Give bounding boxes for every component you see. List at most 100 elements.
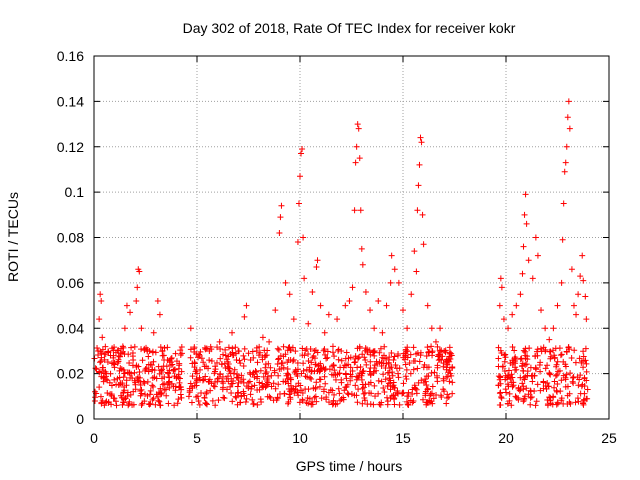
data-point <box>501 358 508 365</box>
data-point <box>248 385 255 392</box>
data-point <box>302 347 309 354</box>
data-point <box>241 356 248 363</box>
data-point <box>361 395 368 402</box>
data-point <box>265 360 272 367</box>
data-point <box>381 355 388 362</box>
data-point <box>359 400 366 407</box>
data-point <box>517 374 524 381</box>
data-point <box>193 379 200 386</box>
data-point <box>107 370 114 377</box>
data-point <box>198 389 205 396</box>
data-point <box>553 401 560 408</box>
data-point <box>343 375 350 382</box>
data-point <box>130 401 137 408</box>
data-point <box>410 366 417 373</box>
data-point <box>354 399 361 406</box>
data-point <box>381 389 388 396</box>
data-point <box>258 398 265 405</box>
data-point <box>268 372 275 379</box>
data-point <box>438 394 445 401</box>
data-point <box>532 234 539 241</box>
data-point <box>287 394 294 401</box>
data-point <box>170 383 177 390</box>
data-point <box>580 399 587 406</box>
data-point <box>570 374 577 381</box>
data-point <box>115 356 122 363</box>
data-point <box>576 355 583 362</box>
data-point <box>136 369 143 376</box>
data-point <box>96 384 103 391</box>
x-tick-label: 10 <box>292 430 308 446</box>
data-point <box>396 401 403 408</box>
data-point <box>234 390 241 397</box>
data-point <box>134 375 141 382</box>
data-point <box>495 363 502 370</box>
data-point <box>367 351 374 358</box>
data-point <box>223 375 230 382</box>
data-point <box>563 371 570 378</box>
data-point <box>550 325 557 332</box>
data-point <box>286 391 293 398</box>
data-point <box>336 390 343 397</box>
data-point <box>255 352 262 359</box>
data-point <box>165 379 172 386</box>
data-point <box>426 392 433 399</box>
data-point <box>520 398 527 405</box>
data-point <box>106 379 113 386</box>
data-point <box>103 398 110 405</box>
data-point <box>170 366 177 373</box>
data-point <box>156 311 163 318</box>
data-point <box>508 402 515 409</box>
data-point <box>560 400 567 407</box>
data-point <box>498 395 505 402</box>
data-point <box>429 348 436 355</box>
data-point <box>99 346 106 353</box>
data-point <box>145 353 152 360</box>
data-point <box>378 378 385 385</box>
data-point <box>387 386 394 393</box>
data-point <box>312 393 319 400</box>
data-point <box>354 364 361 371</box>
data-point <box>402 373 409 380</box>
data-point <box>330 397 337 404</box>
data-point <box>446 344 453 351</box>
data-point <box>243 302 250 309</box>
data-point <box>177 375 184 382</box>
data-point <box>389 372 396 379</box>
data-point <box>221 395 228 402</box>
data-point <box>312 347 319 354</box>
data-point <box>112 398 119 405</box>
data-point <box>347 354 354 361</box>
data-point <box>527 401 534 408</box>
data-point <box>565 344 572 351</box>
data-point <box>572 399 579 406</box>
data-point <box>383 302 390 309</box>
data-point <box>313 379 320 386</box>
data-point <box>351 359 358 366</box>
data-point <box>509 374 516 381</box>
data-point <box>358 245 365 252</box>
y-axis-title: ROTI / TECUs <box>5 192 21 282</box>
data-point <box>292 348 299 355</box>
data-point <box>497 347 504 354</box>
data-point <box>509 311 516 318</box>
data-point <box>506 397 513 404</box>
data-point <box>580 277 587 284</box>
data-point <box>249 348 256 355</box>
data-point <box>575 382 582 389</box>
data-point <box>543 385 550 392</box>
data-point <box>252 367 259 374</box>
data-point <box>141 347 148 354</box>
data-point <box>98 298 105 305</box>
data-point <box>147 387 154 394</box>
data-point <box>580 364 587 371</box>
data-point <box>240 352 247 359</box>
data-point <box>101 374 108 381</box>
data-point <box>235 348 242 355</box>
data-point <box>347 377 354 384</box>
data-point <box>337 364 344 371</box>
data-point <box>141 380 148 387</box>
data-point <box>504 381 511 388</box>
data-point <box>575 291 582 298</box>
data-point <box>232 393 239 400</box>
